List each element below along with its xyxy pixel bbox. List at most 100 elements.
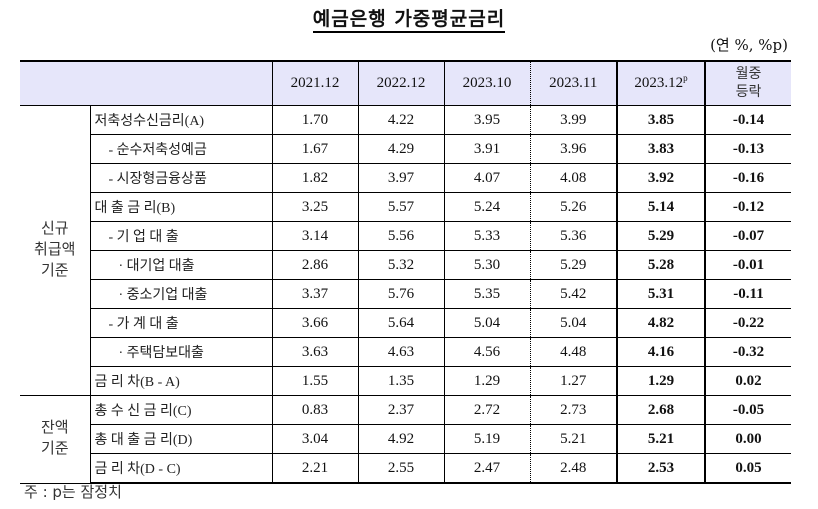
cell: 5.24 [443,192,531,222]
cell: -0.01 [704,250,791,280]
row-label: 금 리 차(B - A) [90,366,273,396]
cell: 5.33 [443,221,531,251]
cell: 5.19 [443,424,531,454]
cell: 2.53 [616,453,706,484]
cell: 5.29 [529,250,618,280]
cell: 3.99 [529,105,618,135]
cell: 1.55 [271,366,359,396]
cell: 0.02 [704,366,791,396]
table-row: - 기 업 대 출 3.14 5.56 5.33 5.36 5.29 -0.07 [20,221,791,251]
unit-label: (연 %, %p) [710,36,788,54]
table-row: 대 출 금 리(B) 3.25 5.57 5.24 5.26 5.14 -0.1… [20,192,791,222]
cell: 2.48 [529,453,618,484]
change-header-line1: 월중 [735,66,762,82]
row-label: · 중소기업 대출 [90,279,273,309]
cell: 5.35 [443,279,531,309]
group-balance-line1: 잔액 [40,420,69,437]
cell: 5.42 [529,279,618,309]
cell: 4.08 [529,163,618,193]
group-balance-line2: 기준 [40,441,69,458]
cell: 3.04 [271,424,359,454]
cell: 3.95 [443,105,531,135]
cell: -0.05 [704,395,791,425]
cell: 2.55 [357,453,445,484]
col-header-2021-12: 2021.12 [271,60,359,106]
cell: 5.30 [443,250,531,280]
cell: 4.82 [616,308,706,338]
provisional-mark: p [683,73,688,83]
table-row: 신규 취급액 기준 저축성수신금리(A) 1.70 4.22 3.95 3.99… [20,105,791,396]
cell: 4.63 [357,337,445,367]
cell: 2.68 [616,395,706,425]
cell: -0.13 [704,134,791,164]
table-row: - 시장형금융상품 1.82 3.97 4.07 4.08 3.92 -0.16 [20,163,791,193]
cell: 1.29 [443,366,531,396]
row-label: 대 출 금 리(B) [90,192,273,222]
row-label: · 주택담보대출 [90,337,273,367]
cell: 2.47 [443,453,531,484]
header-blank [20,60,273,106]
col-header-2023-12: 2023.12p [616,60,706,106]
cell: 5.21 [529,424,618,454]
cell: 3.92 [616,163,706,193]
cell: 5.04 [529,308,618,338]
group-new-line3: 기준 [40,263,69,279]
row-label: 저축성수신금리(A) [89,105,273,135]
cell: -0.11 [704,279,791,309]
cell: 3.97 [357,163,445,193]
cell: 2.37 [357,395,445,425]
cell: 5.28 [616,250,706,280]
row-label: 총 대 출 금 리(D) [90,424,273,454]
cell: 5.21 [616,424,706,454]
cell: -0.32 [704,337,791,367]
cell: 5.29 [616,221,706,251]
group-new-line2: 취급액 [34,242,76,258]
table-row: · 주택담보대출 3.63 4.63 4.56 4.48 4.16 -0.32 [20,337,791,367]
row-label: - 기 업 대 출 [90,221,273,251]
row-label: 총 수 신 금 리(C) [89,395,273,425]
cell: -0.16 [704,163,791,193]
cell: 1.29 [616,366,706,396]
cell: 4.22 [357,105,445,135]
cell: 5.76 [357,279,445,309]
cell: 3.85 [616,105,706,135]
cell: 0.05 [704,453,791,484]
cell: 5.31 [616,279,706,309]
cell: 5.32 [357,250,445,280]
footnote: 주 : p는 잠정치 [24,483,122,501]
cell: 5.36 [529,221,618,251]
cell: 3.91 [443,134,531,164]
cell: 5.26 [529,192,618,222]
title-text: 예금은행 가중평균금리 [312,8,506,33]
cell: -0.22 [704,308,791,338]
cell: 2.86 [271,250,359,280]
table-row: - 가 계 대 출 3.66 5.64 5.04 5.04 4.82 -0.22 [20,308,791,338]
table-row: · 중소기업 대출 3.37 5.76 5.35 5.42 5.31 -0.11 [20,279,791,309]
cell: 3.14 [271,221,359,251]
cell: 0.83 [271,395,359,425]
cell: 2.21 [271,453,359,484]
row-label: 금 리 차(D - C) [90,453,273,484]
header-row: 2021.12 2022.12 2023.10 2023.11 2023.12p… [20,60,791,106]
cell: 3.66 [271,308,359,338]
change-header-line2: 등락 [735,84,762,100]
col-header-2023-11: 2023.11 [529,60,618,106]
cell: 3.25 [271,192,359,222]
cell: 0.00 [704,424,791,454]
table-row: 금 리 차(D - C) 2.21 2.55 2.47 2.48 2.53 0.… [20,453,791,484]
document-title: 예금은행 가중평균금리 [0,4,818,33]
cell: 2.72 [443,395,531,425]
group-outstanding-balance: 잔액 기준 [20,395,91,484]
row-label: - 순수저축성예금 [90,134,273,164]
cell: 4.07 [443,163,531,193]
cell: 4.92 [357,424,445,454]
cell: 1.35 [357,366,445,396]
cell: 5.56 [357,221,445,251]
cell: 2.73 [529,395,618,425]
row-label: - 가 계 대 출 [90,308,273,338]
cell: 4.16 [616,337,706,367]
table-row: 잔액 기준 총 수 신 금 리(C) 0.83 2.37 2.72 2.73 2… [20,395,791,484]
cell: 1.67 [271,134,359,164]
cell: 5.64 [357,308,445,338]
